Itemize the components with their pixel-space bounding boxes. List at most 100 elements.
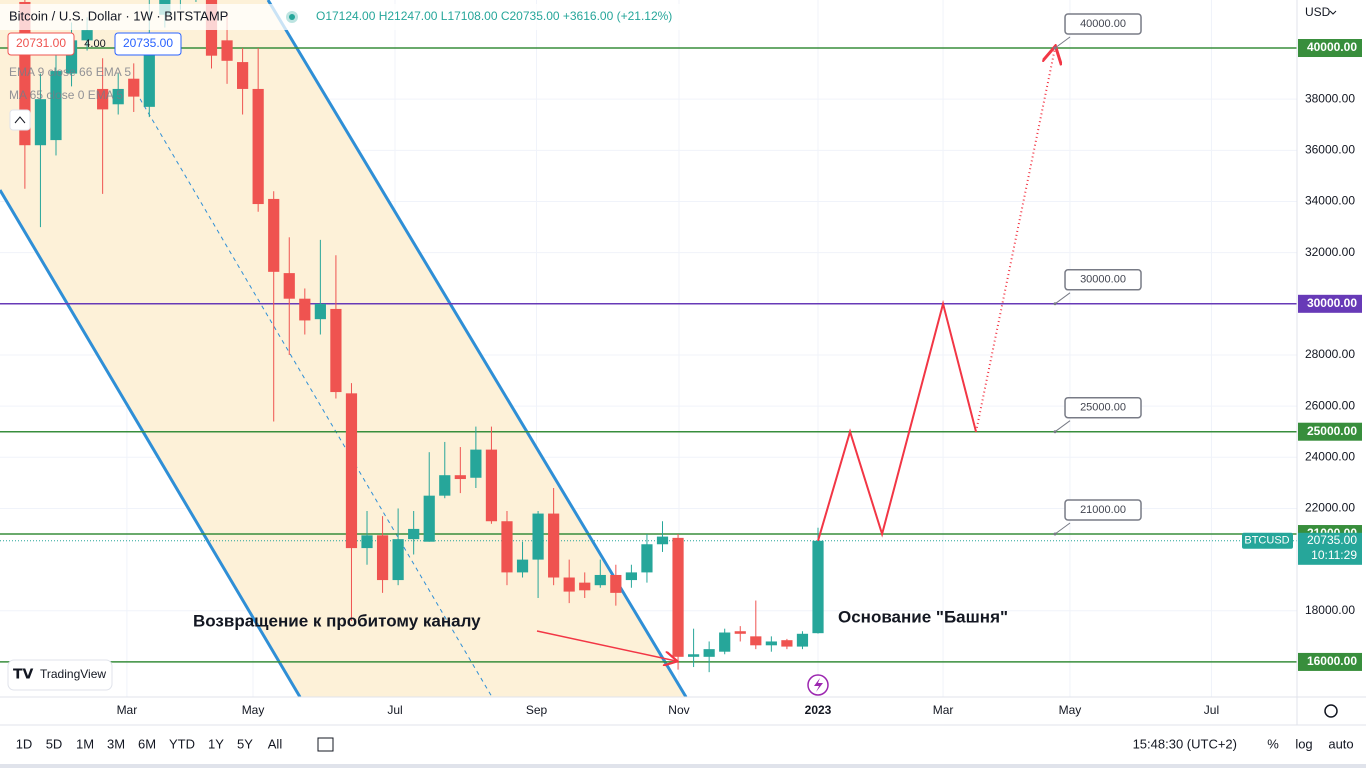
candle-body <box>734 631 746 634</box>
candle-body <box>548 513 560 578</box>
range-button[interactable]: 1D <box>16 736 33 751</box>
candle-body <box>781 640 793 647</box>
candle-body <box>563 577 575 592</box>
settings-icon[interactable] <box>1324 704 1338 718</box>
date-range-icon[interactable] <box>317 737 334 752</box>
projection-line <box>817 299 977 542</box>
range-button[interactable]: 5Y <box>237 736 253 751</box>
x-tick-label: May <box>1059 703 1082 717</box>
event-bolt <box>814 678 823 692</box>
channel-fill <box>0 0 686 697</box>
status-dot <box>289 14 295 20</box>
range-button[interactable]: YTD <box>169 736 195 751</box>
plot <box>0 0 1297 673</box>
price-line-label: 30000.00 <box>1307 296 1357 310</box>
candle-body <box>579 582 591 591</box>
candle-body <box>610 574 622 593</box>
candle-body <box>454 475 466 480</box>
bottom-toolbar: 1D 5D 1M 3M 6M YTD 1Y 5Y All 15:48:30 (UTC+2)% log… <box>16 736 1354 751</box>
callout-box <box>1064 396 1142 419</box>
range-button[interactable]: 3M <box>107 736 125 751</box>
callout-box <box>1064 499 1142 521</box>
currency-chevron <box>1329 10 1337 15</box>
candle-body <box>314 303 326 320</box>
log-toggle[interactable]: log <box>1295 736 1312 751</box>
callout-pointer <box>1054 522 1071 535</box>
candle-body <box>361 535 373 549</box>
candle-body <box>625 572 637 581</box>
currency[interactable]: USD <box>1305 5 1331 19</box>
bottom-bar <box>0 764 1366 768</box>
channel-mid <box>135 91 493 697</box>
range-button[interactable]: All <box>268 736 283 751</box>
candle-body <box>299 298 311 321</box>
candle-body <box>330 308 342 393</box>
candle-body <box>765 641 777 646</box>
candle-body <box>268 198 280 272</box>
ask: 20735.00 <box>123 36 173 50</box>
range-button[interactable]: 1M <box>76 736 94 751</box>
logo-mark: 𝗧𝗩 <box>13 666 34 682</box>
bid: 20731.00 <box>16 36 66 50</box>
range-button[interactable]: 5D <box>46 736 63 751</box>
candle-body <box>345 393 358 549</box>
callout-pointer <box>1054 36 1071 49</box>
callout-box <box>1064 13 1142 35</box>
candle-body <box>656 536 669 545</box>
callout-pointer <box>1054 420 1071 433</box>
clock[interactable]: 15:48:30 (UTC+2) <box>1133 736 1237 751</box>
candle-body <box>237 62 249 89</box>
collapse-button[interactable] <box>9 109 31 131</box>
ohlc: O17124.00 H21247.00 L17108.00 C20735.00 … <box>316 9 672 23</box>
symbol-label-bg <box>1242 532 1293 549</box>
candle-body <box>672 537 684 657</box>
auto-toggle[interactable]: auto <box>1328 736 1353 751</box>
callout-pointer <box>1054 292 1071 305</box>
candle-body <box>34 99 47 146</box>
candle-body <box>81 30 93 41</box>
price-line-label-bg <box>1298 422 1362 441</box>
candle-body <box>252 88 264 205</box>
countdown: 10:11:29 <box>1311 548 1357 562</box>
bid-box[interactable] <box>7 32 75 56</box>
header-bg <box>0 4 710 30</box>
y-tick-label: 28000.00 <box>1305 347 1355 361</box>
x-tick-label: Jul <box>1204 703 1219 717</box>
x-tick-label: 2023 <box>805 703 832 717</box>
candle-body <box>128 78 140 97</box>
candle-body <box>532 513 544 560</box>
candle-body <box>594 574 606 586</box>
candle-body <box>688 654 700 657</box>
symbol-title[interactable]: Bitcoin / U.S. Dollar · 1W · BITSTAMP <box>9 8 228 23</box>
candle-body <box>719 632 731 652</box>
percent-toggle[interactable]: % <box>1267 736 1279 751</box>
ask-box[interactable] <box>114 32 182 56</box>
callout-label: 25000.00 <box>1080 402 1126 414</box>
price-line-label-bg <box>1298 294 1362 313</box>
range-button[interactable]: 1Y <box>208 736 224 751</box>
candle-body <box>376 535 389 581</box>
channel-lower <box>0 189 302 697</box>
callout-box <box>1064 269 1142 291</box>
range-button[interactable]: 6M <box>138 736 156 751</box>
x-tick-label: Mar <box>117 703 138 717</box>
candle-body <box>439 475 451 496</box>
candle-body <box>97 88 109 110</box>
candle-body <box>392 539 404 581</box>
y-tick-label: 18000.00 <box>1305 603 1355 617</box>
candle-body <box>283 273 295 299</box>
logo-text: TradingView <box>40 667 106 681</box>
indicator-legend: MA 65 close 0 EMA 5 <box>9 88 123 102</box>
indicator-legend: EMA 9 close 66 EMA 5 <box>9 65 131 79</box>
candle-body <box>65 40 78 74</box>
callout-anchor <box>1053 532 1057 536</box>
annotation-arrow <box>536 630 676 661</box>
x-tick-label: Mar <box>933 703 954 717</box>
logo-box[interactable] <box>7 659 113 691</box>
candle-body <box>812 540 824 634</box>
callout-anchor <box>1053 430 1057 434</box>
callout-label: 40000.00 <box>1080 18 1126 30</box>
x-tick-label: May <box>242 703 265 717</box>
price-line-label-bg <box>1298 39 1362 58</box>
